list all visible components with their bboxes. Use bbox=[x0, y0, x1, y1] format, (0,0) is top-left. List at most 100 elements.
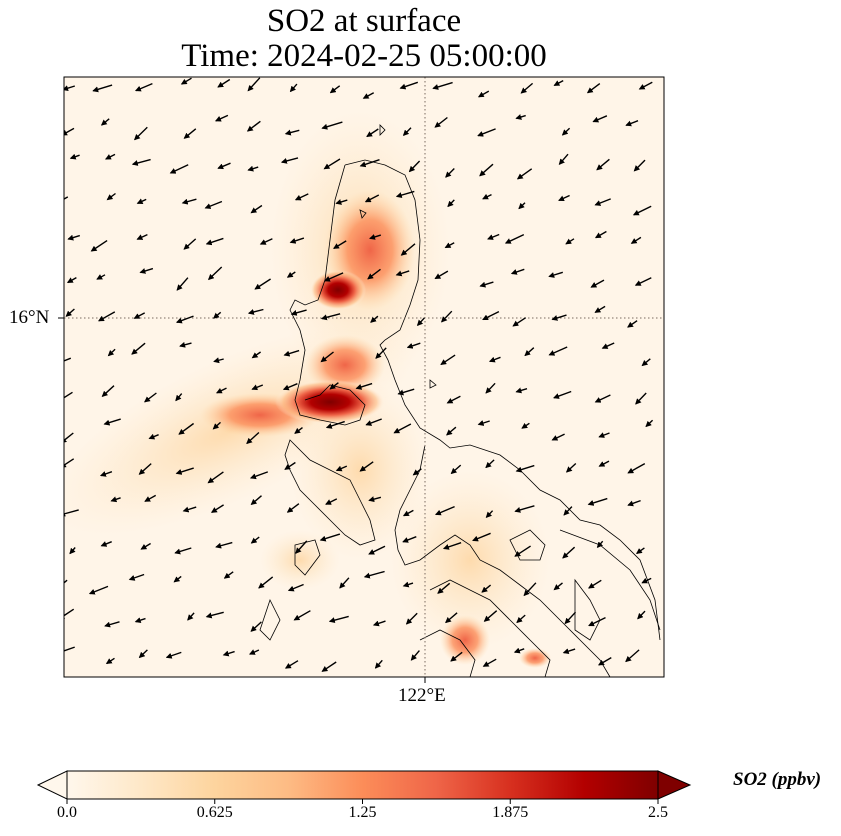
wind-arrow bbox=[222, 650, 235, 657]
wind-arrow bbox=[402, 127, 412, 137]
wind-arrow bbox=[513, 647, 525, 654]
colorbar-tick-label: 1.875 bbox=[492, 804, 529, 821]
wind-arrow bbox=[445, 168, 455, 178]
wind-arrow bbox=[246, 120, 261, 132]
wind-arrow bbox=[406, 342, 421, 349]
wind-arrow bbox=[64, 127, 75, 136]
wind-arrow bbox=[329, 85, 341, 94]
wind-arrow bbox=[105, 657, 115, 665]
wind-arrow bbox=[66, 276, 77, 284]
wind-arrow bbox=[246, 431, 260, 445]
wind-arrow bbox=[64, 579, 68, 584]
wind-arrow bbox=[290, 309, 307, 316]
wind-arrow bbox=[140, 542, 151, 550]
wind-arrow bbox=[368, 545, 386, 555]
wind-arrow bbox=[635, 392, 647, 405]
wind-arrow bbox=[207, 266, 223, 281]
wind-arrow bbox=[521, 422, 530, 429]
wind-arrow bbox=[100, 118, 110, 126]
wind-arrow bbox=[134, 82, 153, 92]
wind-arrow bbox=[213, 311, 222, 319]
wind-arrow bbox=[514, 505, 535, 513]
wind-arrow bbox=[294, 193, 309, 201]
wind-arrow bbox=[588, 579, 602, 589]
wind-arrow bbox=[561, 127, 571, 136]
wind-arrow bbox=[638, 81, 653, 90]
wind-arrow bbox=[133, 312, 146, 319]
wind-arrow bbox=[596, 158, 610, 171]
wind-arrow bbox=[134, 617, 146, 624]
wind-arrow bbox=[131, 342, 146, 355]
wind-arrow bbox=[594, 198, 611, 206]
wind-arrow bbox=[637, 610, 646, 620]
hotspot-central bbox=[275, 380, 385, 424]
wind-arrow bbox=[485, 459, 495, 469]
wind-arrow bbox=[592, 115, 608, 123]
wind-arrow bbox=[548, 271, 564, 278]
wind-arrow bbox=[67, 234, 81, 241]
wind-arrow bbox=[144, 392, 157, 403]
wind-arrow bbox=[515, 464, 535, 473]
wind-arrow bbox=[482, 310, 500, 321]
wind-arrow bbox=[282, 383, 298, 391]
wind-arrow bbox=[284, 461, 296, 470]
wind-arrow bbox=[250, 495, 262, 506]
wind-arrow bbox=[216, 387, 227, 394]
wind-arrow bbox=[289, 237, 305, 244]
wind-arrow bbox=[355, 382, 373, 390]
colorbar-bar bbox=[66, 770, 659, 800]
wind-arrow bbox=[440, 354, 456, 365]
wind-arrow bbox=[64, 509, 79, 517]
wind-arrow bbox=[64, 608, 75, 620]
wind-arrow bbox=[215, 541, 233, 549]
wind-arrow bbox=[367, 268, 381, 280]
wind-arrow bbox=[223, 571, 234, 579]
wind-arrow bbox=[627, 320, 638, 328]
wind-arrow bbox=[259, 238, 273, 245]
wind-arrow bbox=[213, 357, 224, 364]
wind-arrow bbox=[325, 498, 338, 505]
wind-arrow bbox=[105, 153, 116, 160]
wind-arrow bbox=[472, 532, 491, 542]
wind-arrow bbox=[187, 612, 195, 621]
wind-arrow bbox=[365, 418, 382, 426]
wind-arrow bbox=[178, 422, 195, 435]
wind-arrow bbox=[485, 510, 494, 519]
wind-arrow bbox=[363, 570, 385, 579]
wind-arrow bbox=[450, 651, 463, 662]
map-panel bbox=[58, 76, 665, 683]
wind-arrow bbox=[321, 661, 337, 672]
wind-arrow bbox=[136, 198, 147, 204]
wind-arrow bbox=[558, 153, 569, 165]
wind-arrow bbox=[69, 153, 80, 160]
wind-arrow bbox=[207, 471, 224, 484]
wind-arrow bbox=[587, 497, 608, 506]
wind-arrow bbox=[99, 471, 113, 477]
wind-arrow bbox=[248, 649, 260, 655]
map-frame bbox=[63, 76, 665, 678]
colorbar-tick-label: 1.25 bbox=[348, 804, 377, 821]
wind-arrow bbox=[518, 202, 526, 210]
colorbar-tick-label: 0.625 bbox=[196, 804, 233, 821]
wind-arrow bbox=[627, 499, 641, 507]
wind-arrow bbox=[395, 270, 410, 277]
wind-arrow bbox=[323, 158, 341, 170]
wind-arrow bbox=[136, 233, 148, 240]
wind-arrow bbox=[362, 92, 375, 99]
wind-arrow bbox=[249, 471, 269, 480]
wind-arrow bbox=[165, 651, 182, 659]
wind-arrow bbox=[565, 462, 577, 473]
wind-arrow bbox=[329, 382, 339, 390]
wind-arrow bbox=[558, 194, 570, 202]
lon-tick-label: 122°E bbox=[398, 685, 446, 706]
wind-arrow bbox=[548, 346, 568, 356]
wind-arrow bbox=[402, 581, 414, 588]
wind-arrow bbox=[630, 236, 642, 244]
title-line-1: SO2 at surface bbox=[266, 3, 462, 39]
wind-arrow bbox=[284, 129, 300, 136]
wind-arrow bbox=[174, 547, 192, 555]
wind-arrow bbox=[641, 577, 652, 584]
wind-arrow bbox=[564, 611, 577, 625]
wind-arrow bbox=[148, 433, 159, 440]
wind-arrow bbox=[283, 349, 300, 357]
